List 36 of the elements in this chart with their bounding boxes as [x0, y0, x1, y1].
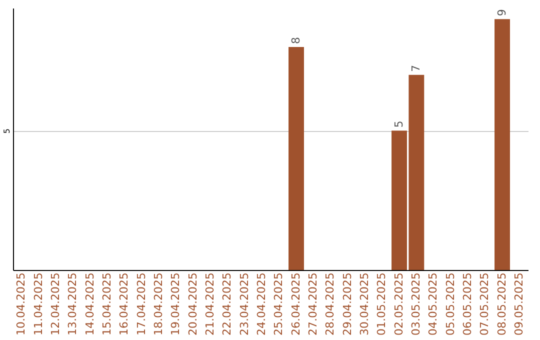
bar	[288, 47, 304, 270]
x-tick-label: 27.04.2025	[306, 272, 320, 336]
x-tick-label: 11.04.2025	[32, 272, 45, 336]
x-tick-label: 20.04.2025	[186, 272, 200, 336]
x-tick-label: 04.05.2025	[426, 272, 440, 336]
data-label: 5	[392, 120, 406, 128]
x-tick-label: 25.04.2025	[272, 272, 286, 336]
x-tick-label: 05.05.2025	[444, 272, 457, 336]
x-tick-label: 29.04.2025	[340, 272, 354, 336]
data-label: 7	[409, 64, 422, 72]
x-tick-label: 02.05.2025	[392, 272, 406, 336]
x-tick-label: 30.04.2025	[358, 272, 371, 336]
x-tick-label: 12.04.2025	[48, 272, 62, 336]
x-tick-label: 03.05.2025	[409, 272, 422, 336]
data-label: 9	[495, 9, 508, 16]
x-tick-label: 14.04.2025	[83, 272, 96, 336]
x-tick-label: 17.04.2025	[134, 272, 148, 336]
bar	[494, 19, 510, 270]
x-tick-label: 19.04.2025	[169, 272, 182, 336]
x-tick-label: 24.04.2025	[254, 272, 268, 336]
data-label: 8	[289, 37, 302, 44]
x-tick-label: 18.04.2025	[152, 272, 165, 336]
x-tick-label: 13.04.2025	[66, 272, 80, 336]
x-tick-label: 26.04.2025	[289, 272, 302, 336]
x-tick-label: 23.04.2025	[238, 272, 251, 336]
x-tick-label: 09.05.2025	[512, 272, 526, 336]
x-tick-label: 22.04.2025	[220, 272, 234, 336]
x-tick-label: 08.05.2025	[495, 272, 508, 336]
x-tick-label: 16.04.2025	[118, 272, 131, 336]
x-tick-label: 06.05.2025	[460, 272, 474, 336]
x-tick-label: 01.05.2025	[375, 272, 388, 336]
x-tick-label: 28.04.2025	[324, 272, 337, 336]
x-tick-label: 10.04.2025	[14, 272, 28, 336]
x-tick-label: 07.05.2025	[478, 272, 492, 336]
x-tick-label: 15.04.2025	[100, 272, 114, 336]
x-tick-label: 21.04.2025	[203, 272, 216, 336]
